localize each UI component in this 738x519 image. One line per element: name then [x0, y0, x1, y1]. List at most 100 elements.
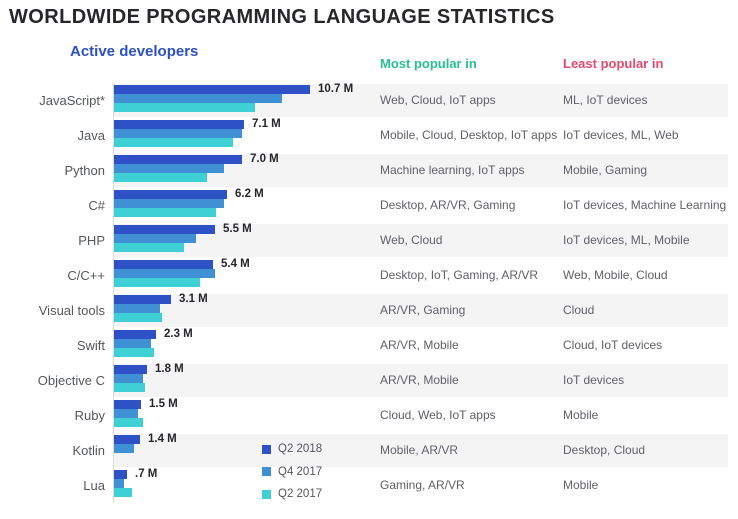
bar-q2-2018: [114, 85, 310, 94]
chart-baseline-axis: [113, 84, 114, 503]
bar-q4-2017: [114, 234, 196, 243]
row-bar-group: [114, 435, 140, 453]
legend-label: Q2 2018: [278, 443, 323, 455]
row-language-label: Objective C: [37, 373, 105, 388]
bar-q2-2018: [114, 365, 147, 374]
row-bar-group: [114, 400, 143, 427]
bar-q4-2017: [114, 304, 160, 313]
bar-value-label: 5.5 M: [223, 223, 252, 235]
bar-q2-2018: [114, 120, 244, 129]
bar-q2-2017: [114, 313, 162, 322]
row-bar-group: [114, 225, 215, 252]
row-language-label: JavaScript*: [39, 93, 105, 108]
cell-most-popular: Web, Cloud, IoT apps: [380, 93, 496, 107]
bar-q2-2017: [114, 243, 184, 252]
row-language-label: Kotlin: [72, 443, 105, 458]
bar-q2-2018: [114, 435, 140, 444]
cell-most-popular: Gaming, AR/VR: [380, 478, 465, 492]
bar-value-label: 3.1 M: [179, 293, 208, 305]
cell-most-popular: Desktop, AR/VR, Gaming: [380, 198, 516, 212]
cell-most-popular: Machine learning, IoT apps: [380, 163, 525, 177]
bar-q2-2017: [114, 208, 216, 217]
bar-q2-2018: [114, 330, 156, 339]
row-language-label: Visual tools: [38, 303, 105, 318]
cell-least-popular: IoT devices, ML, Mobile: [563, 233, 690, 247]
bar-q2-2018: [114, 155, 242, 164]
bar-q4-2017: [114, 94, 282, 103]
row-stripe: [113, 259, 728, 292]
row-bar-group: [114, 295, 171, 322]
cell-least-popular: IoT devices, ML, Web: [563, 128, 679, 142]
row-language-label: PHP: [78, 233, 105, 248]
cell-most-popular: AR/VR, Mobile: [380, 338, 459, 352]
bar-q4-2017: [114, 199, 224, 208]
bar-q2-2018: [114, 225, 215, 234]
row-bar-group: [114, 330, 156, 357]
legend-item: Q2 2018: [262, 443, 322, 455]
row-bar-group: [114, 470, 132, 497]
cell-most-popular: Mobile, Cloud, Desktop, IoT apps: [380, 128, 558, 142]
bar-q2-2018: [114, 470, 127, 479]
bar-q2-2017: [114, 278, 200, 287]
bar-q4-2017: [114, 444, 134, 453]
bar-q4-2017: [114, 339, 151, 348]
bar-value-label: 10.7 M: [318, 83, 354, 95]
cell-most-popular: AR/VR, Gaming: [380, 303, 466, 317]
legend-item: Q4 2017: [262, 466, 322, 478]
row-stripe: [113, 364, 728, 397]
bar-value-label: .7 M: [135, 468, 158, 480]
row-language-label: Ruby: [74, 408, 105, 423]
bar-value-label: 6.2 M: [235, 188, 264, 200]
cell-least-popular: IoT devices, Machine Learning: [563, 198, 727, 212]
bar-q2-2018: [114, 260, 213, 269]
bar-q4-2017: [114, 164, 224, 173]
row-bar-group: [114, 365, 147, 392]
cell-most-popular: Cloud, Web, IoT apps: [380, 408, 496, 422]
cell-most-popular: Mobile, AR/VR: [380, 443, 459, 457]
cell-least-popular: Web, Mobile, Cloud: [563, 268, 668, 282]
row-language-label: Swift: [76, 338, 105, 353]
bar-q2-2017: [114, 103, 255, 112]
bar-q2-2017: [114, 173, 207, 182]
bar-q4-2017: [114, 409, 138, 418]
bar-q2-2017: [114, 138, 233, 147]
bar-q2-2017: [114, 383, 145, 392]
bar-q2-2017: [114, 488, 132, 497]
legend-swatch-icon: [262, 467, 271, 476]
row-stripe: [113, 434, 728, 467]
bar-q2-2018: [114, 295, 171, 304]
cell-least-popular: Mobile, Gaming: [563, 163, 648, 177]
legend-swatch-icon: [262, 444, 271, 454]
cell-least-popular: ML, IoT devices: [563, 93, 648, 107]
bar-value-label: 1.5 M: [149, 398, 178, 410]
bar-q2-2017: [114, 418, 143, 427]
bar-value-label: 1.4 M: [148, 433, 177, 445]
column-header-least-popular-in: Least popular in: [563, 56, 664, 71]
row-stripe: [113, 224, 728, 257]
column-header-active-developers: Active developers: [70, 43, 199, 60]
cell-least-popular: Cloud: [563, 303, 595, 317]
cell-least-popular: Cloud, IoT devices: [563, 338, 663, 352]
row-language-label: C/C++: [67, 268, 105, 283]
bar-q2-2018: [114, 190, 227, 199]
bar-value-label: 5.4 M: [221, 258, 250, 270]
cell-least-popular: Mobile: [563, 478, 599, 492]
row-bar-group: [114, 85, 310, 112]
cell-most-popular: Desktop, IoT, Gaming, AR/VR: [380, 268, 539, 282]
column-header-most-popular-in: Most popular in: [380, 56, 477, 71]
row-stripe: [113, 329, 728, 362]
bar-q4-2017: [114, 479, 124, 488]
bar-q2-2017: [114, 348, 154, 357]
legend-swatch-icon: [262, 489, 271, 499]
bar-value-label: 7.1 M: [252, 118, 281, 130]
bar-value-label: 7.0 M: [250, 153, 279, 165]
cell-most-popular: AR/VR, Mobile: [380, 373, 459, 387]
cell-least-popular: Desktop, Cloud: [563, 443, 646, 457]
bar-q2-2018: [114, 400, 141, 409]
page-title: WORLDWIDE PROGRAMMING LANGUAGE STATISTIC…: [9, 6, 555, 28]
row-stripe: [113, 469, 728, 502]
bar-q4-2017: [114, 374, 143, 383]
bar-q4-2017: [114, 129, 242, 138]
cell-least-popular: IoT devices: [563, 373, 625, 387]
